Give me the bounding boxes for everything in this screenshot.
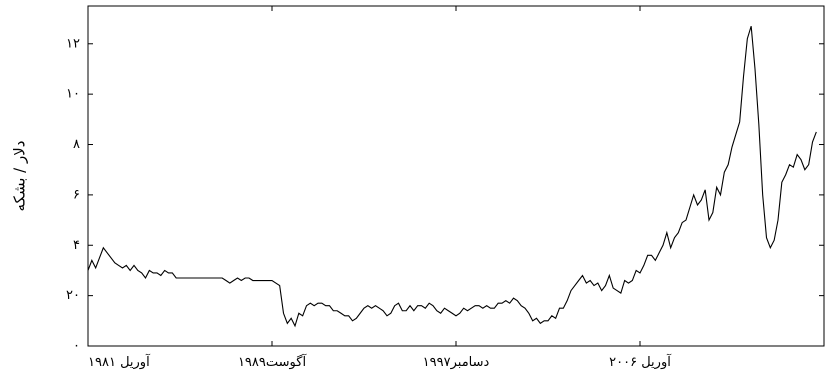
series-line <box>87 25 817 328</box>
x-tick-label: دسامبر۱۹۹۷ <box>423 355 490 370</box>
y-tick-label: ۰ <box>73 339 80 354</box>
y-tick-label: ۴ <box>73 238 80 253</box>
y-tick-label: ۸ <box>73 137 80 152</box>
x-tick-label: آوریل ۱۹۸۱ <box>88 353 151 370</box>
x-axis-ticks: آوریل ۱۹۸۱ آگوست۱۹۸۹ دسامبر۱۹۹۷ آوریل ۲۰۰۶ <box>87 6 825 370</box>
x-tick-label: آوریل ۲۰۰۶ <box>609 353 672 370</box>
y-tick-label: ۱۰ <box>66 87 80 102</box>
y-axis-ticks: ۰ ۲۰ ۴ ۶ ۸ ۱۰ ۱۲ <box>66 36 824 354</box>
y-axis-title: دلار / بشکه <box>11 141 29 212</box>
x-tick-label: آگوست۱۹۸۹ <box>238 353 308 370</box>
y-tick-label: ۶ <box>73 187 80 202</box>
y-tick-label: ۱۲ <box>66 36 80 51</box>
y-tick-label: ۲۰ <box>66 288 80 303</box>
plot-frame <box>87 5 825 347</box>
